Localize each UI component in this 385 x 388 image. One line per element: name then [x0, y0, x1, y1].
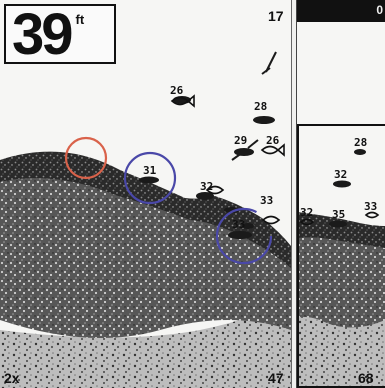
fish-depth-label: 28 — [254, 100, 268, 113]
fish-icons — [170, 94, 380, 226]
zoom-window-frame — [297, 124, 385, 388]
highlight-circle-red — [64, 136, 108, 180]
depth-unit: ft — [75, 12, 85, 27]
fish-depth-label: 31 — [143, 164, 157, 177]
bottom-scale-label: 47 — [268, 370, 284, 386]
fish-depth-label: 33 — [232, 218, 246, 231]
split-divider — [291, 0, 297, 388]
zoom-bottom-contour — [297, 212, 385, 248]
fish-depth-label: 26 — [170, 84, 184, 97]
highlight-circle-blue-2 — [215, 207, 273, 265]
fish-depth-label: 33 — [260, 194, 274, 207]
bottom-clutter — [196, 192, 254, 229]
bottom-structure-texture — [0, 159, 291, 338]
zoom-fish-depth-label: 33 — [364, 200, 378, 213]
depth-readout: 39 ft — [4, 4, 116, 64]
zoom-level-label: 2x — [4, 370, 20, 386]
zoom-bottom-texture — [297, 220, 385, 328]
fish-depth-label: 29 — [234, 134, 248, 147]
zoom-fish-depth-label: 28 — [354, 136, 368, 149]
zoom-fish-depth-label: 35 — [332, 208, 346, 221]
bottom-contour-band — [0, 151, 291, 268]
zoom-fish-depth-label: 32 — [300, 206, 314, 219]
zoom-panel-top-label: 0 — [376, 3, 383, 17]
top-scale-label: 17 — [268, 8, 284, 24]
fish-depth-label: 32 — [200, 180, 214, 193]
fish-depth-label: 26 — [266, 134, 280, 147]
depth-value: 39 — [12, 2, 73, 67]
zoom-bottom-scale-label: 68 — [358, 370, 374, 386]
zoom-panel-header: 0 — [297, 0, 385, 22]
bottom-speckle-fade — [0, 300, 291, 388]
highlight-circle-blue-1 — [123, 151, 177, 205]
zoom-fish-depth-label: 32 — [334, 168, 348, 181]
